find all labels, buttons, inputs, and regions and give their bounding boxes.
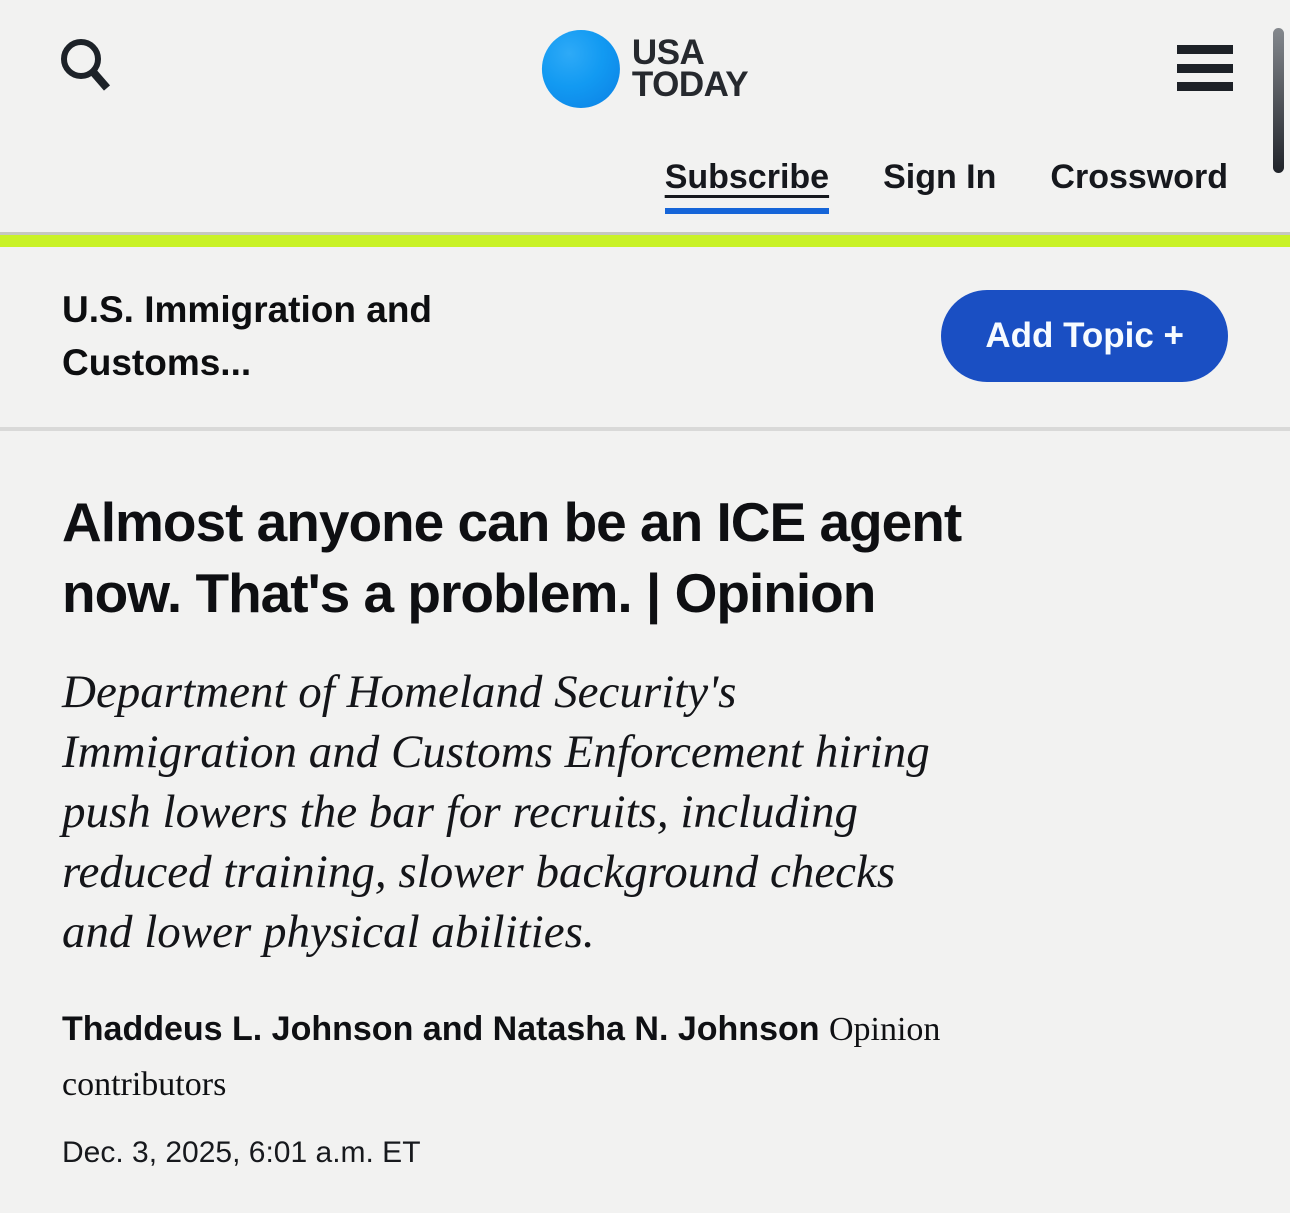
usatoday-logo[interactable]: USA TODAY bbox=[541, 30, 749, 108]
topic-bar: U.S. Immigration and Customs... Add Topi… bbox=[0, 247, 1290, 431]
usatoday-logo-circle-icon bbox=[541, 30, 620, 108]
headline-line: Almost anyone can be an ICE agent bbox=[62, 491, 962, 553]
hamburger-menu-icon bbox=[1177, 82, 1233, 91]
logo-line-today: TODAY bbox=[631, 65, 749, 104]
topic-title: U.S. Immigration and Customs... bbox=[62, 289, 433, 383]
subhead-line: push lowers the bar for recruits, includ… bbox=[62, 786, 858, 838]
headline-line: now. That's a problem. | Opinion bbox=[62, 562, 876, 624]
nav-crossword-link[interactable]: Crossword bbox=[1050, 158, 1228, 196]
search-icon bbox=[58, 39, 112, 95]
article-headline: Almost anyone can be an ICE agent now. T… bbox=[62, 487, 1228, 629]
logo-line-usa: USA bbox=[631, 33, 705, 72]
subhead-line: Immigration and Customs Enforcement hiri… bbox=[62, 726, 930, 778]
article-subhead: Department of Homeland Security's Immigr… bbox=[62, 662, 1228, 962]
nav-subscribe-link[interactable]: Subscribe bbox=[664, 158, 830, 214]
article-body: Almost anyone can be an ICE agent now. T… bbox=[0, 431, 1290, 1170]
section-accent-bar bbox=[0, 232, 1290, 247]
add-topic-button[interactable]: Add Topic + bbox=[941, 290, 1228, 382]
header-nav: Subscribe Sign In Crossword bbox=[664, 158, 1228, 214]
site-header: USA TODAY Subscribe Sign In Crossword bbox=[0, 0, 1290, 232]
hamburger-menu-icon bbox=[1177, 45, 1233, 54]
search-button[interactable] bbox=[56, 36, 114, 94]
nav-sign-in-link[interactable]: Sign In bbox=[883, 158, 997, 196]
byline-role: Opinion contributors bbox=[62, 1011, 941, 1103]
hamburger-menu-button[interactable] bbox=[1177, 45, 1233, 91]
subhead-line: Department of Homeland Security's bbox=[62, 666, 737, 718]
subhead-line: reduced training, slower background chec… bbox=[62, 846, 896, 898]
usatoday-logo-text: USA TODAY bbox=[631, 33, 749, 104]
subhead-line: and lower physical abilities. bbox=[62, 906, 595, 958]
article-byline: Thaddeus L. Johnson and Natasha N. Johns… bbox=[62, 1002, 1062, 1112]
byline-authors: Thaddeus L. Johnson and Natasha N. Johns… bbox=[62, 1010, 820, 1048]
scrollbar-thumb[interactable] bbox=[1273, 28, 1284, 173]
hamburger-menu-icon bbox=[1177, 63, 1233, 73]
publish-date: Dec. 3, 2025, 6:01 a.m. ET bbox=[62, 1136, 421, 1169]
